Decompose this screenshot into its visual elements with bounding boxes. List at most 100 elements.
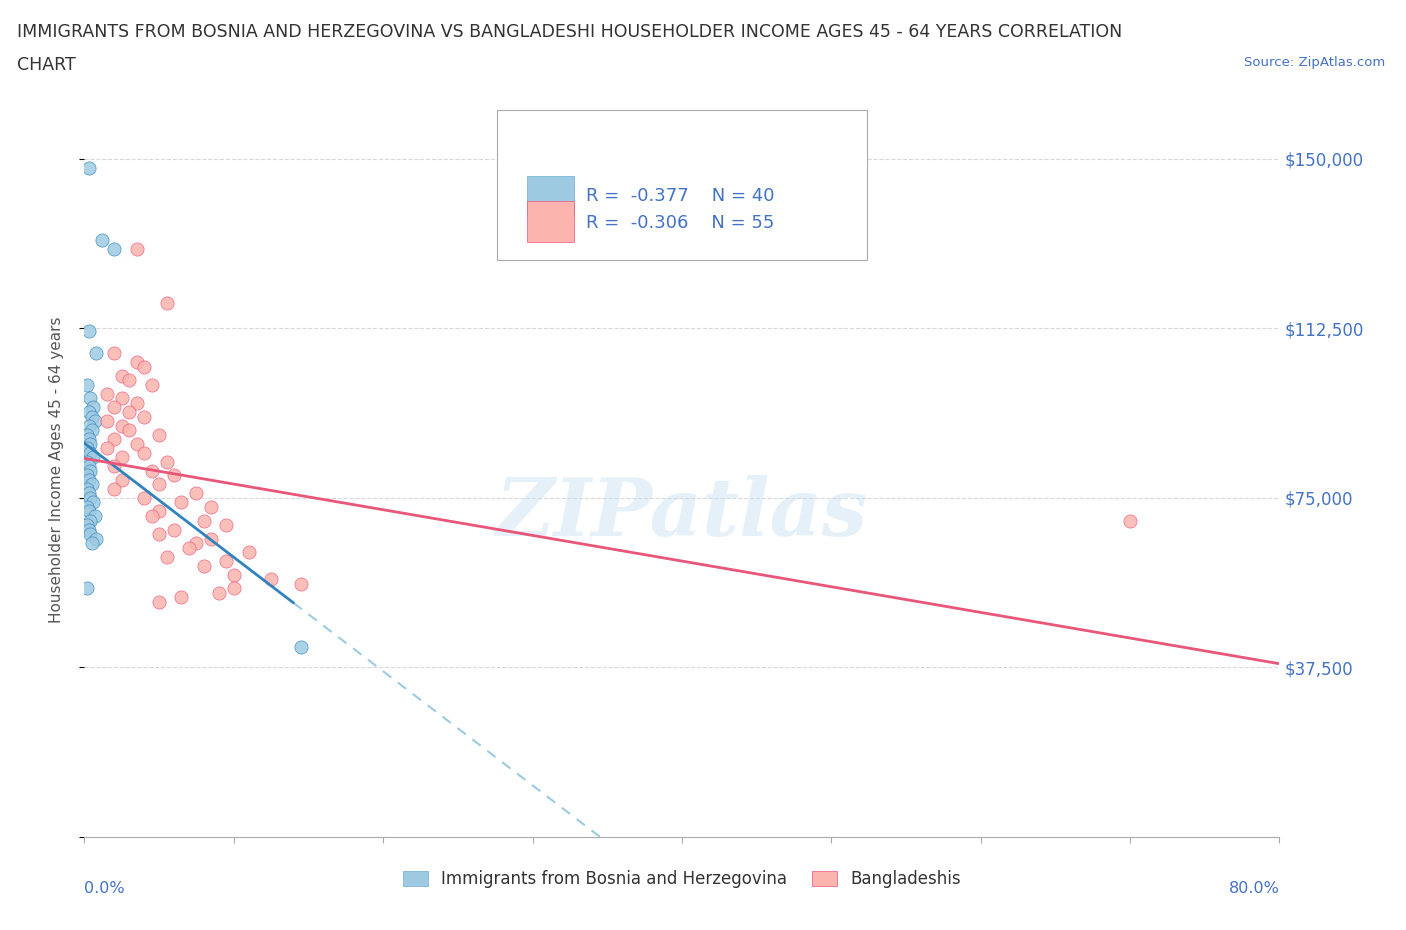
- Point: [79, 526, 101, 541]
- Point: [80, 422, 103, 437]
- Point: [290, 640, 312, 655]
- Point: [103, 400, 125, 415]
- Point: [79, 513, 101, 528]
- Point: [148, 504, 170, 519]
- Point: [86, 346, 108, 361]
- Point: [82, 495, 104, 510]
- Point: [155, 454, 177, 469]
- Point: [96, 387, 118, 402]
- Point: [111, 472, 134, 487]
- Point: [125, 395, 148, 410]
- Point: [200, 499, 222, 514]
- Point: [83, 414, 105, 429]
- Point: [155, 550, 177, 565]
- Point: [77, 472, 100, 487]
- Point: [76, 441, 98, 456]
- Point: [132, 359, 156, 374]
- Text: ZIPatlas: ZIPatlas: [496, 475, 868, 552]
- Point: [222, 581, 245, 596]
- Point: [141, 463, 163, 478]
- Text: R =  -0.306    N = 55: R = -0.306 N = 55: [586, 214, 775, 232]
- Point: [148, 427, 170, 442]
- Point: [79, 445, 101, 460]
- Point: [132, 490, 156, 505]
- Point: [77, 160, 100, 175]
- Point: [238, 545, 260, 560]
- Point: [141, 509, 163, 524]
- Point: [186, 536, 208, 551]
- Point: [76, 499, 98, 514]
- Point: [1119, 513, 1142, 528]
- Point: [111, 368, 134, 383]
- Point: [76, 454, 98, 469]
- Point: [76, 378, 98, 392]
- Point: [76, 482, 98, 497]
- Point: [76, 427, 98, 442]
- Point: [96, 441, 118, 456]
- Bar: [527, 202, 575, 242]
- Text: R =  -0.377    N = 40: R = -0.377 N = 40: [586, 187, 775, 206]
- Point: [177, 540, 200, 555]
- Point: [260, 572, 283, 587]
- Point: [111, 450, 134, 465]
- Point: [79, 490, 101, 505]
- Point: [170, 495, 193, 510]
- Text: IMMIGRANTS FROM BOSNIA AND HERZEGOVINA VS BANGLADESHI HOUSEHOLDER INCOME AGES 45: IMMIGRANTS FROM BOSNIA AND HERZEGOVINA V…: [17, 23, 1122, 41]
- Point: [186, 486, 208, 501]
- Point: [170, 590, 193, 604]
- Legend: Immigrants from Bosnia and Herzegovina, Bangladeshis: Immigrants from Bosnia and Herzegovina, …: [396, 863, 967, 895]
- Point: [80, 536, 103, 551]
- Point: [91, 232, 114, 247]
- FancyBboxPatch shape: [496, 110, 868, 260]
- Point: [82, 450, 104, 465]
- Point: [111, 418, 134, 433]
- Point: [215, 553, 238, 568]
- Point: [118, 422, 141, 437]
- Point: [118, 405, 141, 419]
- Point: [290, 577, 312, 591]
- Point: [132, 445, 156, 460]
- Point: [79, 463, 101, 478]
- Point: [148, 526, 170, 541]
- Point: [215, 518, 238, 533]
- Text: 0.0%: 0.0%: [84, 881, 125, 897]
- Point: [163, 522, 186, 537]
- Point: [79, 436, 101, 451]
- Point: [77, 432, 100, 446]
- Point: [76, 518, 98, 533]
- Point: [77, 324, 100, 339]
- Point: [125, 242, 148, 257]
- Point: [76, 468, 98, 483]
- Point: [193, 558, 215, 573]
- Text: 80.0%: 80.0%: [1229, 881, 1279, 897]
- Point: [155, 296, 177, 311]
- Text: Source: ZipAtlas.com: Source: ZipAtlas.com: [1244, 56, 1385, 69]
- Point: [163, 468, 186, 483]
- Point: [80, 409, 103, 424]
- Point: [103, 458, 125, 473]
- Point: [77, 418, 100, 433]
- Point: [103, 432, 125, 446]
- Point: [76, 581, 98, 596]
- Point: [200, 531, 222, 546]
- Point: [77, 405, 100, 419]
- Point: [82, 400, 104, 415]
- Point: [208, 585, 231, 600]
- Point: [148, 477, 170, 492]
- Point: [77, 486, 100, 501]
- Point: [103, 242, 125, 257]
- Point: [125, 355, 148, 370]
- Point: [86, 531, 108, 546]
- Point: [77, 504, 100, 519]
- Point: [83, 509, 105, 524]
- Point: [118, 373, 141, 388]
- Point: [96, 414, 118, 429]
- Point: [125, 436, 148, 451]
- Point: [103, 482, 125, 497]
- Point: [80, 477, 103, 492]
- Point: [79, 391, 101, 405]
- Point: [148, 594, 170, 609]
- Point: [222, 567, 245, 582]
- Y-axis label: Householder Income Ages 45 - 64 years: Householder Income Ages 45 - 64 years: [49, 316, 63, 623]
- Point: [141, 378, 163, 392]
